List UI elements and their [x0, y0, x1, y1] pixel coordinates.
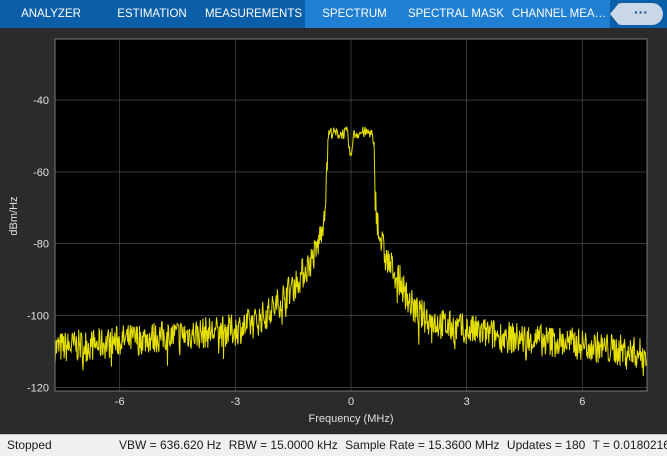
y-tick-label-2: -80 — [33, 239, 49, 251]
x-tick-label-2: 0 — [348, 396, 354, 408]
tab-spectrum[interactable]: SPECTRUM — [305, 0, 404, 28]
status-state: Stopped — [7, 438, 52, 452]
spectrum-plot: -6 -3 0 3 6 -40 -60 -80 -100 -120 Frequency (MHz)… — [0, 28, 667, 434]
status-rbw: RBW = 15.0000 kHz — [228, 438, 338, 452]
y-tick-label-3: -100 — [27, 311, 49, 323]
status-updates: Updates = 180 — [506, 438, 586, 452]
tick-labels: -6 -3 0 3 6 -40 -60 -80 -100 -120 — [27, 95, 585, 408]
y-axis-label: dBm/Hz — [8, 196, 20, 235]
y-tick-label-0: -40 — [33, 95, 49, 107]
tab-spectral-mask[interactable]: SPECTRAL MASK — [404, 0, 508, 28]
status-time: T = 0.0180216 — [592, 438, 667, 452]
x-tick-label-1: -3 — [230, 396, 240, 408]
axes-frame — [54, 38, 648, 392]
x-tick-label-0: -6 — [115, 396, 125, 408]
back-arrow-icon — [610, 3, 619, 25]
tab-channel-measurements[interactable]: CHANNEL MEA… — [508, 0, 610, 28]
status-bar: Stopped VBW = 636.620 Hz RBW = 15.0000 k… — [0, 434, 667, 456]
x-tick-label-4: 6 — [579, 396, 585, 408]
status-vbw: VBW = 636.620 Hz — [119, 438, 222, 452]
more-tabs-button[interactable]: ··· — [610, 3, 663, 25]
spectrum-trace — [54, 126, 648, 377]
status-sample-rate: Sample Rate = 15.3600 MHz — [345, 438, 500, 452]
tab-measurements[interactable]: MEASUREMENTS — [204, 8, 303, 20]
x-axis-label: Frequency (MHz) — [309, 413, 394, 425]
ellipsis-icon: ··· — [634, 4, 648, 20]
toolstrip-tabs: ANALYZER ESTIMATION MEASUREMENTS SPECTRU… — [0, 0, 667, 28]
x-tick-label-3: 3 — [464, 396, 470, 408]
y-tick-label-1: -60 — [33, 167, 49, 179]
tab-analyzer[interactable]: ANALYZER — [21, 8, 81, 20]
tab-estimation[interactable]: ESTIMATION — [117, 8, 187, 20]
status-metrics: VBW = 636.620 Hz RBW = 15.0000 kHz Sampl… — [119, 438, 667, 452]
y-tick-label-4: -120 — [27, 382, 49, 394]
